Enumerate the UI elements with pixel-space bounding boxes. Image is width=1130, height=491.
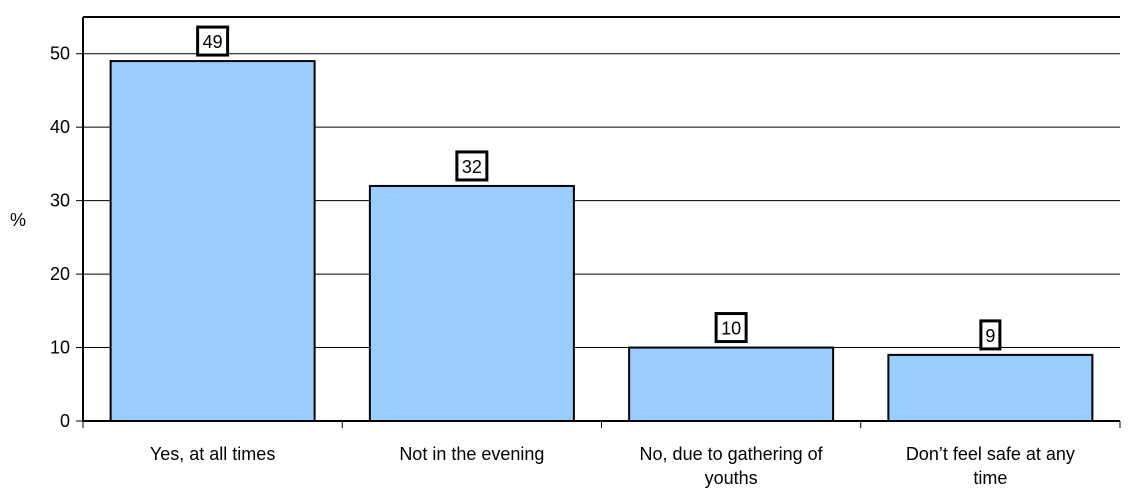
data-label: 32 [462, 157, 482, 177]
x-category-label-line: Yes, at all times [150, 444, 275, 464]
x-category-label-line: No, due to gathering of [640, 444, 824, 464]
data-label: 9 [985, 326, 995, 346]
x-category-label: Don’t feel safe at any time [906, 444, 1075, 488]
y-tick-label: 0 [60, 411, 70, 431]
bar [887, 353, 1094, 422]
data-label-box [196, 25, 230, 57]
y-tick-label: 50 [50, 44, 70, 64]
y-tick-label: 40 [50, 117, 70, 137]
bar [109, 60, 316, 423]
x-category-label-line: Not in the evening [399, 444, 544, 464]
y-axis-title: % [10, 210, 26, 230]
bar [368, 184, 575, 422]
y-ticks: 0 10 20 30 40 50 [50, 44, 83, 431]
y-tick-label: 10 [50, 338, 70, 358]
data-label: 10 [721, 319, 741, 339]
y-tick-label: 20 [50, 264, 70, 284]
bar [628, 346, 835, 422]
data-labels: 49 32 10 9 [196, 25, 1002, 351]
x-category-label: Not in the evening [399, 444, 544, 464]
y-tick-label: 30 [50, 191, 70, 211]
data-label-box [714, 312, 748, 344]
x-category-label-line: time [973, 468, 1007, 488]
bars [109, 60, 1094, 423]
x-category-label: No, due to gathering of youths [640, 444, 824, 488]
x-ticks: Yes, at all times Not in the evening No, d… [82, 421, 1121, 488]
x-category-label-line: youths [705, 468, 758, 488]
x-category-label: Yes, at all times [150, 444, 275, 464]
data-label-box [979, 319, 1002, 351]
data-label: 49 [203, 32, 223, 52]
x-category-label-line: Don’t feel safe at any [906, 444, 1075, 464]
data-label-box [455, 150, 489, 182]
